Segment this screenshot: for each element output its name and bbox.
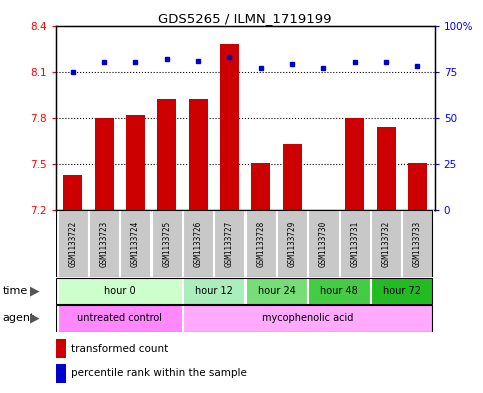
Bar: [58, 305, 182, 332]
Text: time: time: [2, 286, 28, 296]
Text: GSM1133722: GSM1133722: [68, 220, 77, 267]
Bar: [251, 163, 270, 210]
Text: GSM1133726: GSM1133726: [194, 220, 203, 267]
Bar: [189, 99, 208, 210]
Text: GSM1133731: GSM1133731: [350, 220, 359, 267]
Text: mycophenolic acid: mycophenolic acid: [262, 313, 354, 323]
Bar: [246, 210, 276, 277]
Text: GSM1133727: GSM1133727: [225, 220, 234, 267]
Bar: [408, 163, 427, 210]
Bar: [377, 127, 396, 210]
Text: GSM1133733: GSM1133733: [413, 220, 422, 267]
Bar: [157, 99, 176, 210]
Text: GSM1133730: GSM1133730: [319, 220, 328, 267]
Bar: [58, 210, 88, 277]
Text: untreated control: untreated control: [77, 313, 162, 323]
Bar: [126, 115, 145, 210]
Text: GSM1133723: GSM1133723: [99, 220, 109, 267]
Bar: [95, 118, 114, 210]
Bar: [183, 277, 244, 304]
Bar: [56, 364, 66, 383]
Bar: [283, 144, 301, 210]
Text: ▶: ▶: [30, 312, 40, 325]
Bar: [371, 277, 432, 304]
Bar: [89, 210, 119, 277]
Text: GSM1133729: GSM1133729: [287, 220, 297, 267]
Bar: [63, 175, 82, 210]
Text: hour 0: hour 0: [104, 286, 136, 296]
Bar: [214, 210, 244, 277]
Text: hour 12: hour 12: [195, 286, 233, 296]
Bar: [309, 210, 339, 277]
Text: hour 72: hour 72: [383, 286, 421, 296]
Text: GSM1133732: GSM1133732: [382, 220, 391, 267]
Bar: [340, 210, 370, 277]
Bar: [309, 277, 370, 304]
Text: percentile rank within the sample: percentile rank within the sample: [71, 368, 247, 378]
Text: GSM1133724: GSM1133724: [131, 220, 140, 267]
Text: hour 48: hour 48: [320, 286, 358, 296]
Bar: [152, 210, 182, 277]
Bar: [120, 210, 151, 277]
Bar: [183, 210, 213, 277]
Bar: [56, 340, 66, 358]
Bar: [58, 277, 182, 304]
Bar: [371, 210, 401, 277]
Bar: [246, 277, 307, 304]
Text: GSM1133725: GSM1133725: [162, 220, 171, 267]
Text: GSM1133728: GSM1133728: [256, 220, 265, 267]
Text: transformed count: transformed count: [71, 344, 169, 354]
Bar: [183, 305, 432, 332]
Bar: [402, 210, 432, 277]
Bar: [345, 118, 364, 210]
Bar: [220, 44, 239, 210]
Text: agent: agent: [2, 313, 35, 323]
Text: ▶: ▶: [30, 284, 40, 298]
Text: hour 24: hour 24: [257, 286, 296, 296]
Bar: [277, 210, 307, 277]
Text: GDS5265 / ILMN_1719199: GDS5265 / ILMN_1719199: [158, 12, 332, 25]
